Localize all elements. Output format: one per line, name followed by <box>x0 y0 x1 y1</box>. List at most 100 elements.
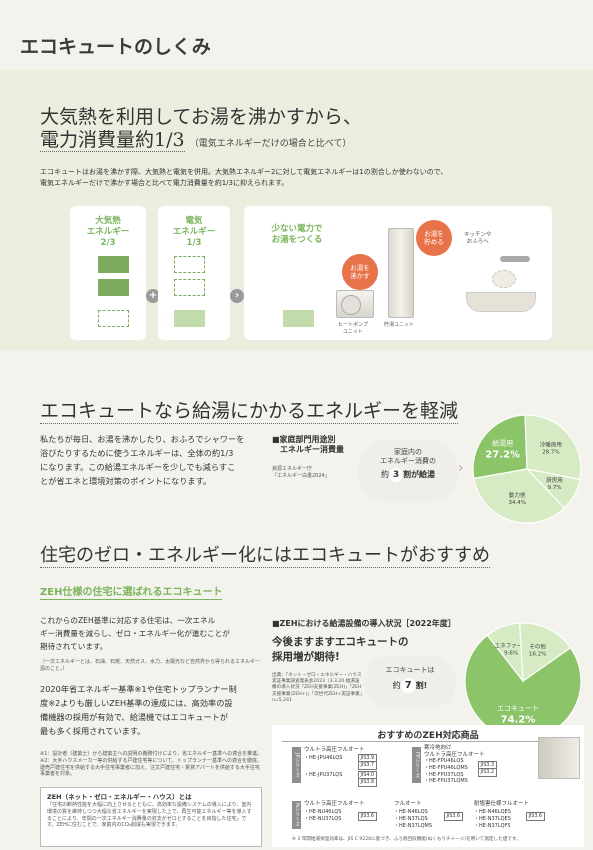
elec-cell-3 <box>174 310 205 327</box>
pie-slice-1 <box>524 414 582 481</box>
diagram-air-box: 大気熱 エネルギー 2/3 <box>70 206 146 340</box>
page-title: エコキュートのしくみ <box>20 36 211 58</box>
section-energy-reduction: エコキュートなら給湯にかかるエネルギーを軽減 私たちが毎日、お湯を沸かしたり、お… <box>0 350 593 525</box>
n2-models: ・HE-N46LQS ・HE-N37LQS ・HE-N37LQMS <box>394 809 433 829</box>
section3-body1: これからのZEH基準に対応する住宅は、一次エネル ギー消費量を減らし、ゼロ・エネ… <box>40 615 262 654</box>
callout-arrow-icon: › <box>458 460 464 476</box>
products-title-rule <box>282 741 574 742</box>
pie-label-0: エコキュート <box>497 704 539 712</box>
n-series-tag: Nシリーズ <box>292 801 301 829</box>
air-cell-2 <box>98 279 129 296</box>
pie-slice-2 <box>519 622 572 683</box>
pie-label-1: エネファーム <box>495 643 528 650</box>
eco-callout-pre: 約 <box>392 681 401 690</box>
elec-cell-1 <box>174 256 205 273</box>
section-heat-mechanism: 大気熱を利用してお湯を沸かすから、 電力消費量約1/3 （電気エネルギーだけの場… <box>0 70 593 350</box>
ecocute-cell <box>283 310 314 327</box>
pie-value-2: 9.7% <box>547 485 561 491</box>
fp-models: ・HE-FPU46LQS ・HE-FPU46LQMS ・HE-FPU37LQS … <box>424 758 468 785</box>
pie-slice-0 <box>472 414 528 480</box>
section2-body-line3: になります。この給湯エネルギーを少しでも減らすこ <box>40 461 236 472</box>
steam-icon <box>492 270 516 288</box>
zeh-box-title: ZEH（ネット・ゼロ・エネルギー・ハウス）とは <box>47 793 192 801</box>
n1-head: ウルトラ高圧フルオート <box>304 801 365 807</box>
n2-jis: JIS3.6 <box>444 812 463 821</box>
products-panel: おすすめのZEH対応商品 JPシリーズ ウルトラ高圧フルオート ・HE-JPU4… <box>272 725 584 847</box>
plus-icon: + <box>146 289 160 303</box>
store-bubble: お湯を 貯める <box>416 220 452 256</box>
section1-body-line1: エコキュートはお湯を沸かす際、大気熱と電気を併用。大気熱エネルギー2に対して電気… <box>40 168 448 176</box>
callout-post: 割が給湯 <box>403 470 435 480</box>
less-power-label: 少ない電力で お湯をつくる <box>271 224 323 246</box>
section2-heading: エコキュートなら給湯にかかるエネルギーを軽減 <box>40 396 459 424</box>
section1-heading-line1: 大気熱を利用してお湯を沸かすから、 <box>40 106 362 128</box>
pie-slice-3 <box>473 468 566 524</box>
pie-label-1: 冷暖房用 <box>540 441 562 449</box>
section3-body2-line3: 備機器の採用が有効で、給湯機ではエコキュートが <box>40 711 228 722</box>
section3-body2-line2: 度※2よりも厳しいZEH基準の達成には、高効率の設 <box>40 697 233 708</box>
section1-body: エコキュートはお湯を沸かす際、大気熱と電気を併用。大気熱エネルギー2に対して電気… <box>40 167 560 189</box>
pie-value-1: 9.6% <box>504 651 518 657</box>
eco-callout-num: 7 <box>400 678 416 693</box>
tank-label: 貯湯ユニット <box>384 322 415 328</box>
eco-callout-post: 割! <box>415 681 428 690</box>
fp-series-tag: FPシリーズ <box>412 747 421 783</box>
jp-jis2b: JIS3.8 <box>358 778 377 787</box>
callout-num: 3 <box>389 468 403 483</box>
faucet-icon <box>500 256 530 262</box>
promo-line2: 採用増が期待! <box>272 650 340 663</box>
jp-series-tag: JPシリーズ <box>292 747 301 783</box>
pie-value-0: 74.2% <box>501 714 536 725</box>
n1-models: ・HE-NU46LQS ・HE-NU37LQS <box>304 809 342 822</box>
section3-body1-line2: ギー消費量を減らし、ゼロ・エネルギー化が進むことが <box>40 628 230 638</box>
pie-label-2: 厨房用 <box>546 476 563 484</box>
ecocute-callout: エコキュートは 約 7 割! <box>364 655 456 709</box>
fp-jis-b: JIS3.2 <box>478 768 497 777</box>
heatpump-label: ヒートポンプ ユニット <box>338 322 368 335</box>
elec-cell-2 <box>174 279 205 296</box>
zeh-chart-source: 出典：「ネット・ゼロ・エネルギー・ハウス実証事業調査発表会2023（3.3.20… <box>272 673 363 703</box>
to-kitchen-label: キッチンや おふろへ <box>464 232 492 246</box>
household-callout-line2: 約 3 割が給湯 <box>358 468 458 483</box>
section3-footnote1: ※1：設計者（建築士）から建築主への説明の義務付けにより、省エネルギー基準への適… <box>40 751 265 778</box>
callout-pre: 約 <box>381 470 389 480</box>
section1-heading-line2: 電力消費量約1/3 <box>40 129 185 152</box>
product-unit-image <box>538 737 580 779</box>
zeh-chart-title: ■ZEHにおける給湯設備の導入状況［2022年度］ <box>272 619 456 628</box>
page-header: エコキュートのしくみ <box>0 0 593 70</box>
arrow-right-icon: › <box>230 289 244 303</box>
tank-unit-image <box>388 228 414 318</box>
section3-body2-line4: 最も多く採用されています。 <box>40 725 146 736</box>
promo-text: 今後ますますエコキュートの 採用増が期待! <box>272 635 409 664</box>
pie-label-2: その他 <box>529 643 546 651</box>
elec-energy-label: 電気 エネルギー 1/3 <box>172 216 216 249</box>
n3-jis: JIS3.6 <box>526 812 545 821</box>
diagram-elec-box: 電気 エネルギー 1/3 <box>158 206 230 340</box>
section3-body1-line1: これからのZEH基準に対応する住宅は、一次エネル <box>40 616 216 625</box>
air-energy-label: 大気熱 エネルギー 2/3 <box>86 216 130 249</box>
air-cell-1 <box>98 256 129 273</box>
fp-head: 寒冷地向け ウルトラ高圧フルオート <box>424 745 485 759</box>
jp-jis1b: JIS3.7 <box>358 761 377 770</box>
jp-model1: ・HE-JPU46LQS <box>304 755 343 761</box>
n3-models: ・HE-N46LQES ・HE-N37LQES ・HE-N37LQFS <box>474 809 511 829</box>
boil-bubble: お湯を 沸かす <box>342 254 378 290</box>
household-callout-line1: 家庭内の エネルギー消費の <box>380 448 436 466</box>
ecocute-callout-line1: エコキュートは <box>385 666 435 674</box>
section3-body1-line3: 期待されています。 <box>40 641 108 651</box>
section3-body2-line1: 2020年省エネルギー基準※1や住宅トップランナー制 <box>40 684 237 694</box>
section3-body2: 2020年省エネルギー基準※1や住宅トップランナー制 度※2よりも厳しいZEH基… <box>40 683 270 739</box>
jp-head: ウルトラ高圧フルオート <box>304 747 365 753</box>
pie-value-2: 16.2% <box>529 652 546 658</box>
ecocute-callout-line2: 約 7 割! <box>364 678 456 693</box>
section2-body-line2: 浴びたりするために使うエネルギーは、全体の約1/3 <box>40 447 234 458</box>
pie-label-3: 動力他 <box>509 491 526 499</box>
products-footnote: ※ 3 年間給湯保温効率は、JIS C 9220に基づき、ふろ熱回収機能(ぬくも… <box>292 837 521 842</box>
section1-body-line2: 電気エネルギーだけで沸かす場合と比べて電力消費量を約1/3に抑えられます。 <box>40 178 289 187</box>
n3-head: 耐塩害仕様フルオート <box>474 801 530 807</box>
pie-value-3: 34.4% <box>509 500 526 506</box>
pie-label-0: 給湯用 <box>492 438 513 447</box>
section1-heading-line2-wrap: 電力消費量約1/3 （電気エネルギーだけの場合と比べて） <box>40 125 351 152</box>
